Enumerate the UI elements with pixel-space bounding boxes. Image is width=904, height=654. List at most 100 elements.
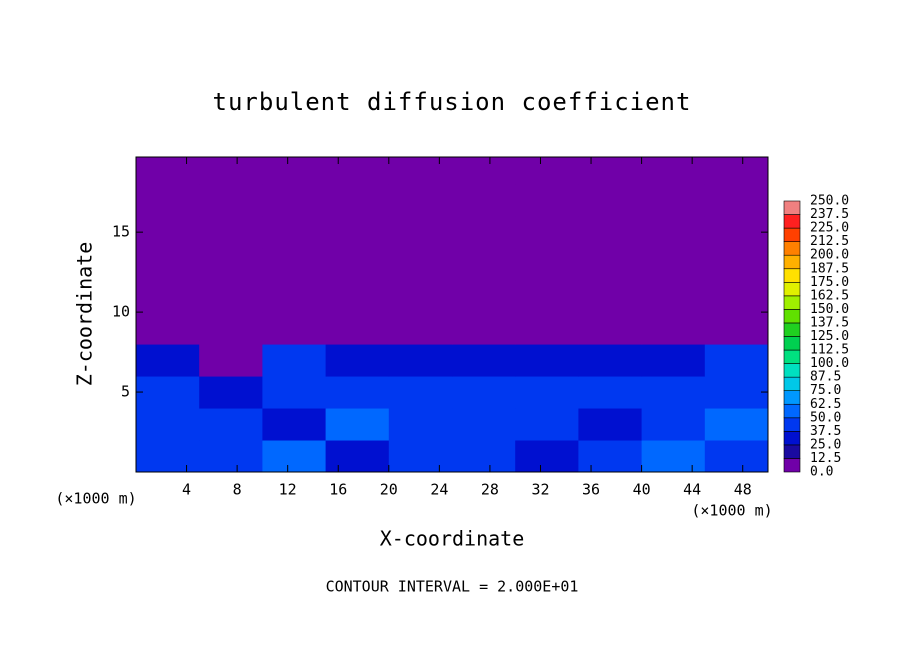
field-cell [199, 184, 263, 217]
colorbar-band [783, 309, 801, 324]
x-tick-label: 36 [582, 481, 600, 499]
field-cell [262, 184, 327, 217]
field-cell [452, 248, 516, 281]
field-cell [578, 157, 643, 185]
field-cell [325, 376, 390, 409]
field-cell [704, 376, 769, 409]
colorbar-label: 162.5 [810, 288, 849, 303]
field-cell [641, 184, 706, 217]
colorbar-label: 87.5 [810, 370, 841, 385]
field-cell [388, 408, 453, 441]
field-cell [515, 408, 579, 441]
field-cell [452, 312, 516, 345]
colorbar-band [783, 417, 801, 432]
field-cell [641, 280, 706, 313]
colorbar-label: 75.0 [810, 383, 841, 398]
field-cell [262, 344, 327, 377]
x-tick-label: 8 [233, 481, 242, 499]
colorbar-label: 125.0 [810, 329, 849, 344]
field-cell [452, 280, 516, 313]
field-cell [136, 184, 200, 217]
x-tick-label: 20 [380, 481, 398, 499]
colorbar-label: 212.5 [810, 234, 849, 249]
colorbar-band [783, 444, 801, 459]
field-cell [578, 312, 643, 345]
field-cell [388, 376, 453, 409]
field-cell [704, 248, 769, 281]
field-cell [136, 248, 200, 281]
colorbar-label: 112.5 [810, 343, 849, 358]
field-cell [325, 184, 390, 217]
field-cell [704, 312, 769, 345]
field-cell [199, 157, 263, 185]
colorbar-band [783, 431, 801, 446]
field-cell [136, 376, 200, 409]
x-tick-label: 4 [182, 481, 191, 499]
field-cell [199, 440, 263, 473]
field-cell [199, 280, 263, 313]
colorbar-label: 150.0 [810, 302, 849, 317]
field-cell [515, 440, 579, 473]
field-cell [325, 280, 390, 313]
colorbar-band [783, 241, 801, 256]
colorbar-band [783, 227, 801, 242]
field-cell [578, 216, 643, 249]
field-cell [704, 280, 769, 313]
field-cell [325, 312, 390, 345]
colorbar-band [783, 403, 801, 419]
colorbar-band [783, 376, 801, 391]
field-cell [136, 312, 200, 345]
colorbar-label: 12.5 [810, 451, 841, 466]
field-cell [199, 344, 263, 377]
field-cell [515, 344, 579, 377]
field-cell [641, 376, 706, 409]
colorbar-label: 0.0 [810, 465, 833, 480]
colorbar-label: 200.0 [810, 248, 849, 263]
y-tick-label: 5 [121, 383, 130, 401]
field-cell [388, 216, 453, 249]
field-cell [262, 157, 327, 185]
field-cell [452, 408, 516, 441]
field-cell [388, 440, 453, 473]
colorbar-band [783, 349, 801, 364]
field-cell [388, 157, 453, 185]
colorbar-band [783, 458, 801, 473]
colorbar-band [783, 295, 801, 310]
field-cell [262, 312, 327, 345]
colorbar-label: 25.0 [810, 437, 841, 452]
field-cell [199, 408, 263, 441]
field-cell [262, 440, 327, 473]
field-cell [578, 376, 643, 409]
field-cell [388, 280, 453, 313]
colorbar-label: 100.0 [810, 356, 849, 371]
field-cell [515, 248, 579, 281]
field-cell [262, 408, 327, 441]
y-axis-label: Z-coordinate [73, 242, 97, 387]
colorbar-band [783, 200, 801, 215]
colorbar-label: 37.5 [810, 424, 841, 439]
colorbar-label: 175.0 [810, 275, 849, 290]
x-tick-label: 48 [734, 481, 752, 499]
field-cell [325, 248, 390, 281]
field-cell [641, 408, 706, 441]
colorbar-band [783, 254, 801, 270]
field-cell [515, 157, 579, 185]
field-cell [262, 280, 327, 313]
colorbar-band [783, 336, 801, 351]
field-cell [199, 248, 263, 281]
field-cell [388, 248, 453, 281]
field-cell [641, 344, 706, 377]
x-tick-label: 40 [633, 481, 651, 499]
colorbar-label: 225.0 [810, 221, 849, 236]
field-cell [704, 408, 769, 441]
footer: CONTOUR INTERVAL = 2.000E+01 [326, 578, 579, 596]
x-tick-label: 32 [531, 481, 549, 499]
y-tick-label: 15 [112, 223, 130, 241]
field-cell [452, 184, 516, 217]
x-axis-label: X-coordinate [380, 527, 525, 551]
colorbar-band [783, 268, 801, 283]
x-tick-label: 44 [683, 481, 701, 499]
field-cell [641, 312, 706, 345]
field-cell [325, 344, 390, 377]
y-tick-label: 10 [112, 303, 130, 321]
